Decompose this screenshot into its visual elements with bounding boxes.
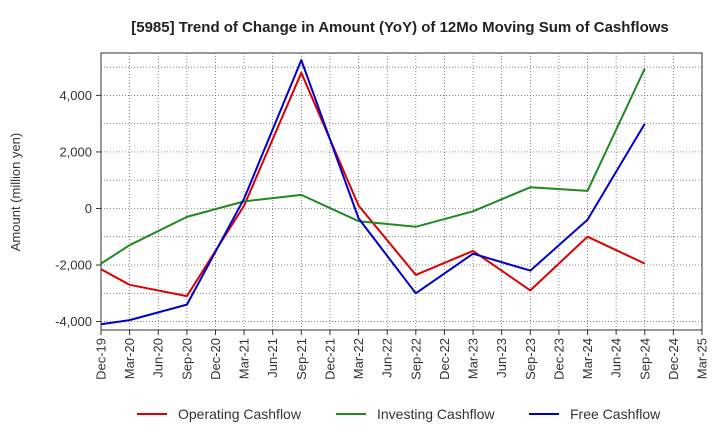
x-tick-label: Dec-23 bbox=[551, 338, 566, 380]
series-lines bbox=[100, 59, 646, 326]
x-tick-label: Mar-24 bbox=[580, 338, 595, 379]
x-axis-ticks: Dec-19 Mar-20 Jun-20 Sep-20 Dec-20 Mar-21 Jun-… bbox=[94, 330, 710, 380]
plot-frame bbox=[100, 52, 703, 331]
x-tick-label: Sep-23 bbox=[523, 338, 538, 380]
x-tick-label: Jun-21 bbox=[265, 338, 280, 378]
x-tick-label: Dec-21 bbox=[322, 338, 337, 380]
x-tick-label: Sep-20 bbox=[179, 338, 194, 380]
x-tick-label: Dec-19 bbox=[94, 338, 109, 380]
chart-title: [5985] Trend of Change in Amount (YoY) o… bbox=[131, 19, 669, 36]
y-axis-ticks: -4,000 -2,000 0 2,000 4,000 bbox=[55, 88, 101, 329]
x-tick-label: Dec-24 bbox=[666, 338, 681, 380]
y-tick-label: -4,000 bbox=[55, 314, 92, 329]
x-tick-label: Sep-22 bbox=[408, 338, 423, 380]
x-tick-label: Jun-20 bbox=[151, 338, 166, 378]
y-tick-label: 2,000 bbox=[59, 144, 92, 159]
legend-label: Operating Cashflow bbox=[178, 406, 302, 422]
legend-label: Investing Cashflow bbox=[377, 406, 495, 422]
y-tick-label: -2,000 bbox=[55, 257, 92, 272]
x-tick-label: Sep-21 bbox=[294, 338, 309, 380]
series-line-operating-cashflow bbox=[100, 71, 646, 298]
x-tick-label: Mar-21 bbox=[237, 338, 252, 379]
x-tick-label: Mar-20 bbox=[122, 338, 137, 379]
legend-label: Free Cashflow bbox=[570, 406, 661, 422]
x-tick-label: Dec-22 bbox=[437, 338, 452, 380]
x-tick-label: Dec-20 bbox=[208, 338, 223, 380]
x-tick-label: Mar-23 bbox=[466, 338, 481, 379]
y-axis-label: Amount (million yen) bbox=[8, 133, 23, 252]
x-tick-label: Mar-25 bbox=[695, 338, 710, 379]
x-tick-label: Jun-24 bbox=[609, 338, 624, 378]
y-tick-label: 4,000 bbox=[59, 88, 92, 103]
series-line-free-cashflow bbox=[100, 59, 646, 326]
x-tick-label: Jun-23 bbox=[494, 338, 509, 378]
y-tick-label: 0 bbox=[85, 201, 92, 216]
x-tick-label: Sep-24 bbox=[637, 338, 652, 380]
grid bbox=[100, 53, 703, 330]
legend: Operating Cashflow Investing Cashflow Free… bbox=[137, 406, 661, 422]
x-tick-label: Mar-22 bbox=[351, 338, 366, 379]
series-line-investing-cashflow bbox=[100, 68, 646, 265]
x-tick-label: Jun-22 bbox=[380, 338, 395, 378]
